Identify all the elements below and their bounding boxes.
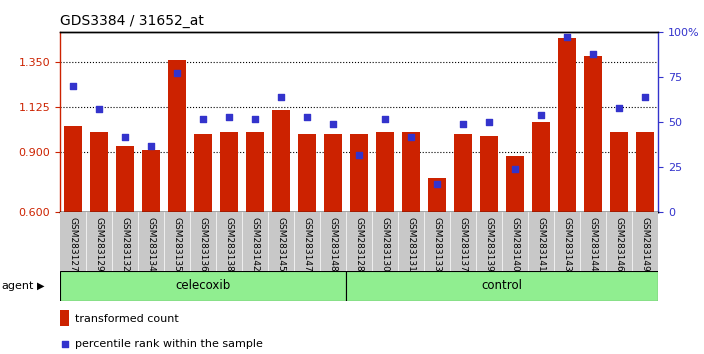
Bar	[350, 134, 368, 333]
Bar	[324, 134, 342, 333]
Bar	[246, 132, 264, 333]
Text: GSM283129: GSM283129	[94, 217, 103, 272]
Text: GSM283143: GSM283143	[562, 217, 572, 272]
Point	[223, 114, 234, 120]
Point	[406, 134, 417, 139]
Text: GSM283130: GSM283130	[381, 217, 389, 272]
Bar	[194, 134, 212, 333]
Point	[171, 70, 182, 76]
Text: GSM283148: GSM283148	[329, 217, 337, 272]
Point	[119, 134, 130, 139]
Bar	[610, 132, 628, 333]
Bar	[636, 132, 654, 333]
Point	[614, 105, 625, 110]
Text: ▶: ▶	[37, 281, 45, 291]
Point	[353, 152, 365, 158]
Text: GSM283140: GSM283140	[510, 217, 520, 272]
Bar	[298, 134, 316, 333]
Text: GSM283137: GSM283137	[458, 217, 467, 272]
Bar	[428, 178, 446, 333]
Text: GSM283127: GSM283127	[68, 217, 77, 272]
Point	[562, 34, 573, 40]
Bar	[480, 136, 498, 333]
Point	[93, 107, 104, 112]
Bar	[402, 132, 420, 333]
Text: agent: agent	[1, 281, 34, 291]
Text: GDS3384 / 31652_at: GDS3384 / 31652_at	[60, 14, 203, 28]
Text: percentile rank within the sample: percentile rank within the sample	[75, 339, 263, 349]
Point	[197, 116, 208, 121]
Text: GSM283139: GSM283139	[484, 217, 494, 272]
Text: GSM283132: GSM283132	[120, 217, 130, 272]
Text: celecoxib: celecoxib	[175, 279, 231, 292]
Point	[145, 143, 156, 148]
Bar	[376, 132, 394, 333]
Bar	[142, 150, 160, 333]
Point	[510, 166, 521, 172]
Text: GSM283146: GSM283146	[615, 217, 624, 272]
Bar	[454, 134, 472, 333]
Bar	[115, 146, 134, 333]
Point	[458, 121, 469, 127]
Text: GSM283147: GSM283147	[303, 217, 311, 272]
Text: GSM283128: GSM283128	[355, 217, 363, 272]
Point	[327, 121, 339, 127]
Text: GSM283149: GSM283149	[641, 217, 650, 272]
Text: GSM283138: GSM283138	[225, 217, 234, 272]
Point	[67, 83, 78, 89]
Text: GSM283134: GSM283134	[146, 217, 156, 272]
Point	[640, 94, 651, 100]
Bar	[64, 126, 82, 333]
Bar	[506, 156, 524, 333]
Text: control: control	[482, 279, 522, 292]
Bar	[558, 38, 577, 333]
Point	[588, 51, 599, 56]
Point	[536, 112, 547, 118]
Bar	[90, 132, 108, 333]
Point	[379, 116, 391, 121]
Bar	[272, 110, 290, 333]
Bar	[584, 56, 603, 333]
Bar	[346, 271, 658, 301]
Point	[397, 207, 408, 213]
Bar	[532, 122, 551, 333]
Text: GSM283135: GSM283135	[172, 217, 182, 272]
Text: GSM283131: GSM283131	[407, 217, 415, 272]
Text: transformed count: transformed count	[75, 314, 179, 324]
Text: GSM283145: GSM283145	[277, 217, 286, 272]
Bar	[220, 132, 238, 333]
Point	[249, 116, 260, 121]
Bar	[60, 271, 346, 301]
Text: GSM283142: GSM283142	[251, 217, 260, 272]
Point	[275, 94, 287, 100]
Text: GSM283141: GSM283141	[536, 217, 546, 272]
Bar	[60, 310, 70, 326]
Point	[301, 114, 313, 120]
Text: GSM283144: GSM283144	[589, 217, 598, 272]
Point	[484, 119, 495, 125]
Text: GSM283133: GSM283133	[432, 217, 441, 272]
Bar	[168, 60, 186, 333]
Text: GSM283136: GSM283136	[199, 217, 208, 272]
Point	[432, 181, 443, 186]
